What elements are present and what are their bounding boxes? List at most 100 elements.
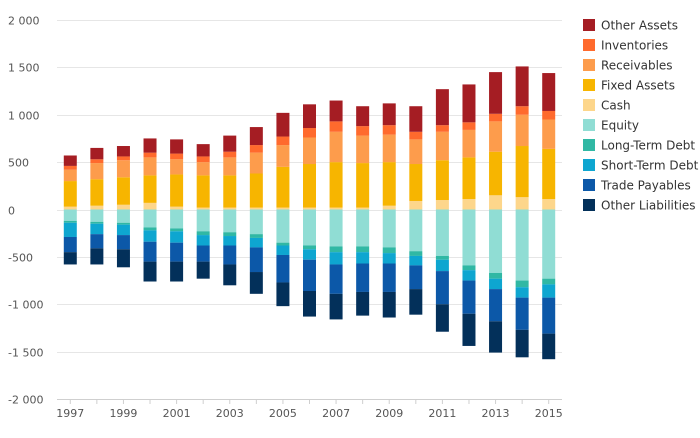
bar-segment-cash [90,205,104,210]
legend-item-inventories[interactable]: Inventories [583,39,668,53]
bar-segment-fixed-assets [116,177,130,205]
bar-segment-other-assets [276,112,290,137]
bar-segment-equity [515,209,529,281]
x-tick-label: 2013 [482,407,510,420]
bar-segment-trade-payables [223,245,237,265]
legend-item-short-term-debt[interactable]: Short-Term Debt [583,159,699,173]
bar-segment-cash [382,205,396,210]
bar-segment-cash [116,204,130,210]
legend-label: Inventories [601,39,668,53]
bar-segment-fixed-assets [196,175,210,208]
y-tick-label: 2 000 [8,15,40,28]
bar-segment-cash [223,207,237,210]
bar-segment-inventories [63,165,77,170]
bar-segment-equity [435,209,449,256]
x-tick-label: 2003 [216,407,244,420]
bar-segment-other-liabilities [303,290,316,317]
y-tick-label: -1 500 [8,347,43,360]
bar-segment-equity [542,209,556,279]
y-tick-label: -1 000 [8,299,43,312]
bar-segment-equity [223,209,237,233]
bar-segment-other-assets [249,127,263,146]
bar-segment-receivables [196,162,210,176]
bar-segment-inventories [489,113,503,122]
bar-segment-equity [382,209,396,248]
bar-segment-fixed-assets [143,175,157,203]
bar-segment-equity [356,209,370,247]
bar-segment-short-term-debt [489,278,503,290]
bar-segment-trade-payables [329,264,343,294]
legend-item-trade-payables[interactable]: Trade Payables [583,179,691,193]
legend-item-cash[interactable]: Cash [583,99,631,113]
bar-segment-trade-payables [196,245,210,262]
bar-segment-receivables [515,114,529,147]
bar-segment-fixed-assets [515,146,529,198]
bar-segment-inventories [356,126,370,136]
bar-segment-short-term-debt [435,259,449,272]
legend-swatch [583,199,595,211]
bar-segment-fixed-assets [276,166,290,208]
bar-segment-long-term-debt [276,242,290,246]
bar-segment-cash [515,197,529,210]
bar-segment-cash [276,207,290,210]
bar-segment-long-term-debt [223,232,237,237]
bar-segment-other-liabilities [116,249,130,268]
legend-swatch [583,39,595,51]
bar-segment-long-term-debt [356,246,370,253]
legend-item-receivables[interactable]: Receivables [583,59,673,73]
bar-segment-equity [249,209,263,235]
y-tick-label: 1 000 [8,110,40,123]
legend-item-other-assets[interactable]: Other Assets [583,19,678,33]
bar-segment-receivables [303,137,316,165]
bar-segment-long-term-debt [382,247,396,254]
bar-segment-receivables [435,131,449,161]
bar-segment-inventories [462,122,476,130]
bar-segment-cash [542,199,556,210]
bar-segment-fixed-assets [63,181,77,207]
bar-segment-equity [196,209,210,232]
legend-swatch [583,79,595,91]
bar-segment-long-term-debt [462,265,476,271]
bar-segment-other-assets [303,104,316,129]
y-tick-label: -500 [8,252,33,265]
bar-segment-long-term-debt [489,272,503,279]
bar-segment-cash [303,207,316,210]
bar-segment-trade-payables [409,265,423,290]
x-tick-label: 1999 [109,407,137,420]
bar-segment-long-term-debt [435,255,449,260]
bar-segment-other-assets [329,100,343,122]
bar-segment-cash [170,206,184,210]
bar-segment-other-assets [196,144,210,157]
bar-segment-trade-payables [356,263,370,292]
bar-segment-other-assets [356,106,370,127]
bar-segment-trade-payables [303,259,316,291]
bar-segment-equity [462,209,476,266]
bar-segment-other-liabilities [143,261,157,282]
bar-segment-trade-payables [143,241,157,262]
bar-segment-long-term-debt [542,278,556,285]
bar-segment-long-term-debt [515,280,529,288]
legend-item-equity[interactable]: Equity [583,119,639,133]
legend-item-fixed-assets[interactable]: Fixed Assets [583,79,675,93]
bar-segment-other-assets [462,84,476,123]
bar-segment-other-assets [223,135,237,152]
bar-segment-receivables [63,169,77,182]
bar-segment-inventories [249,145,263,153]
bar-segment-inventories [382,125,396,135]
x-tick-label: 2009 [375,407,403,420]
bar-segment-receivables [170,159,184,175]
bar-segment-fixed-assets [303,164,316,208]
bar-segment-other-liabilities [409,289,423,315]
bar-segment-long-term-debt [249,234,263,238]
legend-item-long-term-debt[interactable]: Long-Term Debt [583,139,695,153]
bar-segment-long-term-debt [303,245,316,250]
bar-segment-other-liabilities [329,293,343,320]
bar-segment-other-liabilities [223,264,237,286]
legend-label: Other Liabilities [601,199,696,213]
bar-segment-other-liabilities [382,291,396,318]
legend-item-other-liabilities[interactable]: Other Liabilities [583,199,696,213]
bar-segment-long-term-debt [409,251,423,256]
bar-segment-fixed-assets [409,164,423,201]
bar-segment-trade-payables [435,271,449,305]
bar-segment-short-term-debt [143,230,157,242]
